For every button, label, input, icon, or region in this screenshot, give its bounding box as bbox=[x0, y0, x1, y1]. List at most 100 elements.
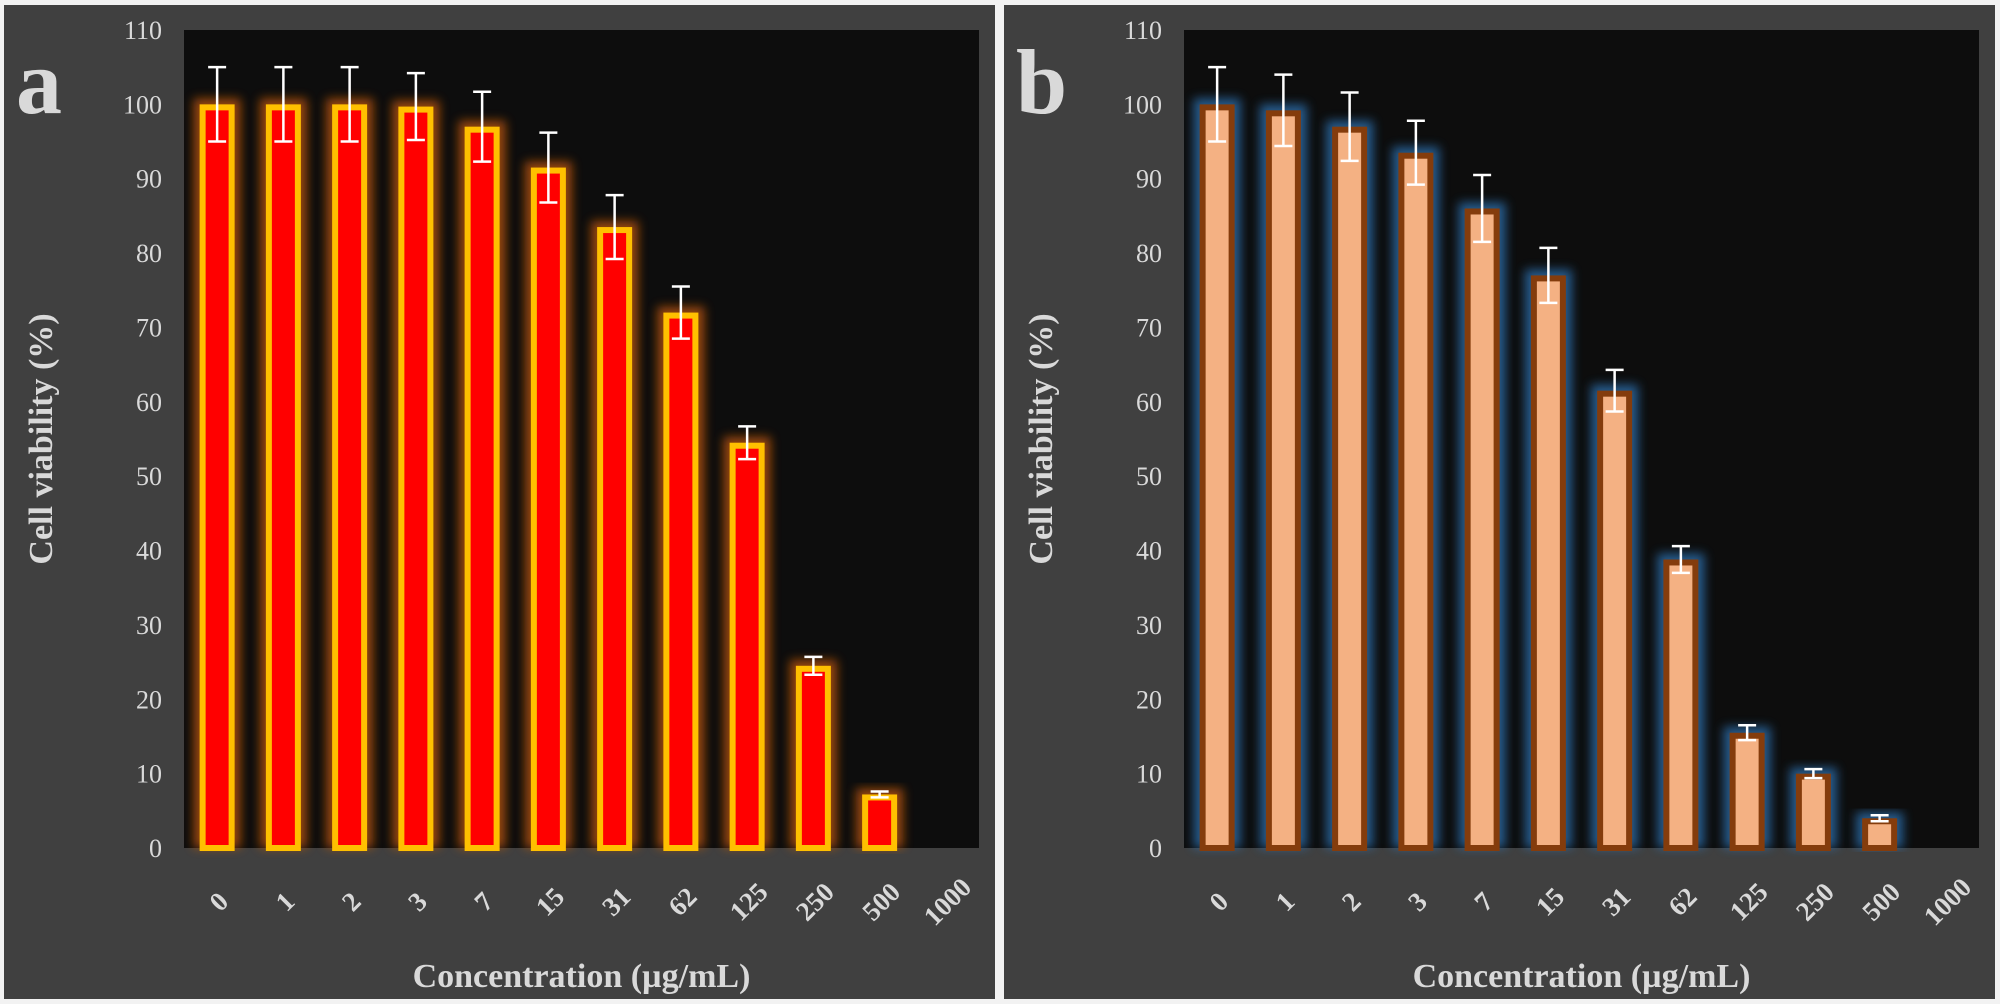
bar bbox=[199, 104, 235, 851]
panel-divider bbox=[995, 0, 1004, 1004]
y-tick-label: 90 bbox=[136, 165, 162, 194]
bar bbox=[398, 106, 434, 851]
bar bbox=[1862, 818, 1898, 851]
x-tick-label: 2 bbox=[336, 886, 367, 917]
y-tick-label: 40 bbox=[1136, 537, 1162, 566]
bar bbox=[663, 312, 699, 851]
x-tick-label: 125 bbox=[724, 877, 774, 927]
y-axis-title: Cell viability (%) bbox=[1023, 313, 1060, 564]
error-bar bbox=[208, 65, 227, 143]
bar bbox=[1398, 152, 1434, 851]
bar bbox=[1597, 390, 1633, 851]
bar bbox=[1530, 275, 1566, 851]
error-bar bbox=[473, 90, 492, 163]
y-tick-label: 10 bbox=[136, 760, 162, 789]
error-bar bbox=[1406, 119, 1425, 186]
y-tick-label: 20 bbox=[136, 685, 162, 714]
x-axis-title: Concentration (µg/mL) bbox=[1413, 958, 1751, 995]
panel-label: a bbox=[16, 31, 62, 133]
chart-panel-a: 0 10 20 30 40 50 60 70 80 90 100 110 0 1 2 3 7 15 31 62 125 2… bbox=[4, 5, 995, 999]
bar bbox=[464, 126, 500, 851]
bar bbox=[1265, 110, 1301, 851]
x-axis-title: Concentration (µg/mL) bbox=[413, 958, 751, 995]
y-tick-label: 90 bbox=[1136, 165, 1162, 194]
error-bar bbox=[1870, 814, 1889, 823]
bar bbox=[1332, 126, 1368, 851]
error-bar bbox=[671, 285, 690, 340]
y-tick-label: 60 bbox=[136, 388, 162, 417]
x-tick-label: 15 bbox=[1530, 881, 1570, 921]
y-tick-label: 0 bbox=[1149, 834, 1162, 863]
y-tick-label: 0 bbox=[149, 834, 162, 863]
y-tick-label: 100 bbox=[123, 90, 162, 119]
error-bar bbox=[1804, 767, 1823, 780]
bar bbox=[729, 442, 765, 851]
y-tick-label: 80 bbox=[1136, 239, 1162, 268]
y-tick-label: 50 bbox=[136, 462, 162, 491]
chart-svg-b: 0 10 20 30 40 50 60 70 80 90 100 110 0 1 2 3 7 15 31 62 125 2… bbox=[1016, 16, 1979, 995]
x-tick-label: 1000 bbox=[918, 872, 977, 931]
error-bar bbox=[1738, 724, 1757, 742]
error-bar bbox=[870, 790, 889, 799]
bar bbox=[597, 227, 633, 851]
x-tick-label: 7 bbox=[468, 886, 499, 917]
bar bbox=[862, 794, 898, 852]
bar bbox=[1729, 732, 1765, 852]
chart-svg-a: 0 10 20 30 40 50 60 70 80 90 100 110 0 1 2 3 7 15 31 62 125 2… bbox=[16, 16, 979, 995]
x-tick-label: 2 bbox=[1336, 886, 1367, 917]
x-tick-label: 3 bbox=[1402, 886, 1433, 917]
y-tick-label: 70 bbox=[136, 313, 162, 342]
y-axis-title: Cell viability (%) bbox=[23, 313, 60, 564]
error-bar bbox=[738, 425, 757, 461]
error-bar bbox=[804, 655, 823, 676]
error-bar bbox=[340, 65, 359, 143]
x-tick-label: 500 bbox=[1856, 877, 1906, 927]
y-tick-label: 30 bbox=[1136, 611, 1162, 640]
x-tick-label: 1 bbox=[1270, 886, 1301, 917]
x-tick-label: 250 bbox=[790, 877, 840, 927]
bar bbox=[1795, 773, 1831, 851]
error-bar bbox=[406, 71, 425, 142]
x-tick-label: 1 bbox=[270, 886, 301, 917]
bar bbox=[1663, 559, 1699, 852]
x-tick-label: 62 bbox=[1662, 881, 1702, 921]
x-tick-label: 7 bbox=[1468, 886, 1499, 917]
y-tick-label: 100 bbox=[1123, 90, 1162, 119]
bar bbox=[1199, 104, 1235, 851]
error-bar bbox=[539, 131, 558, 204]
bar bbox=[530, 167, 566, 851]
error-bar bbox=[1340, 91, 1359, 163]
x-tick-label: 62 bbox=[662, 881, 702, 921]
y-tick-label: 110 bbox=[124, 16, 162, 45]
panel-label: b bbox=[1016, 31, 1067, 133]
error-bar bbox=[1671, 544, 1690, 575]
y-tick-label: 40 bbox=[136, 537, 162, 566]
error-bar bbox=[1539, 246, 1558, 305]
y-tick-label: 50 bbox=[1136, 462, 1162, 491]
error-bar bbox=[1274, 73, 1293, 148]
bar bbox=[265, 104, 301, 851]
y-tick-label: 20 bbox=[1136, 685, 1162, 714]
bar bbox=[795, 665, 831, 851]
x-tick-label: 125 bbox=[1724, 877, 1774, 927]
error-bar bbox=[1473, 173, 1492, 244]
plot-area bbox=[1184, 30, 1979, 848]
chart-panel-b: 0 10 20 30 40 50 60 70 80 90 100 110 0 1 2 3 7 15 31 62 125 2… bbox=[1004, 5, 1995, 999]
x-tick-label: 0 bbox=[1203, 886, 1234, 917]
y-tick-label: 110 bbox=[1124, 16, 1162, 45]
plot-area bbox=[184, 30, 979, 848]
error-bar bbox=[1605, 368, 1624, 413]
error-bar bbox=[274, 65, 293, 143]
x-tick-label: 500 bbox=[856, 877, 906, 927]
x-tick-label: 15 bbox=[530, 881, 570, 921]
error-bar bbox=[1208, 65, 1227, 143]
x-tick-label: 31 bbox=[596, 881, 636, 921]
bar bbox=[1464, 208, 1500, 852]
x-tick-label: 31 bbox=[1596, 881, 1636, 921]
x-tick-label: 0 bbox=[203, 886, 234, 917]
y-tick-label: 70 bbox=[1136, 313, 1162, 342]
y-tick-label: 30 bbox=[136, 611, 162, 640]
error-bar bbox=[605, 193, 624, 261]
y-tick-label: 80 bbox=[136, 239, 162, 268]
y-tick-label: 10 bbox=[1136, 760, 1162, 789]
